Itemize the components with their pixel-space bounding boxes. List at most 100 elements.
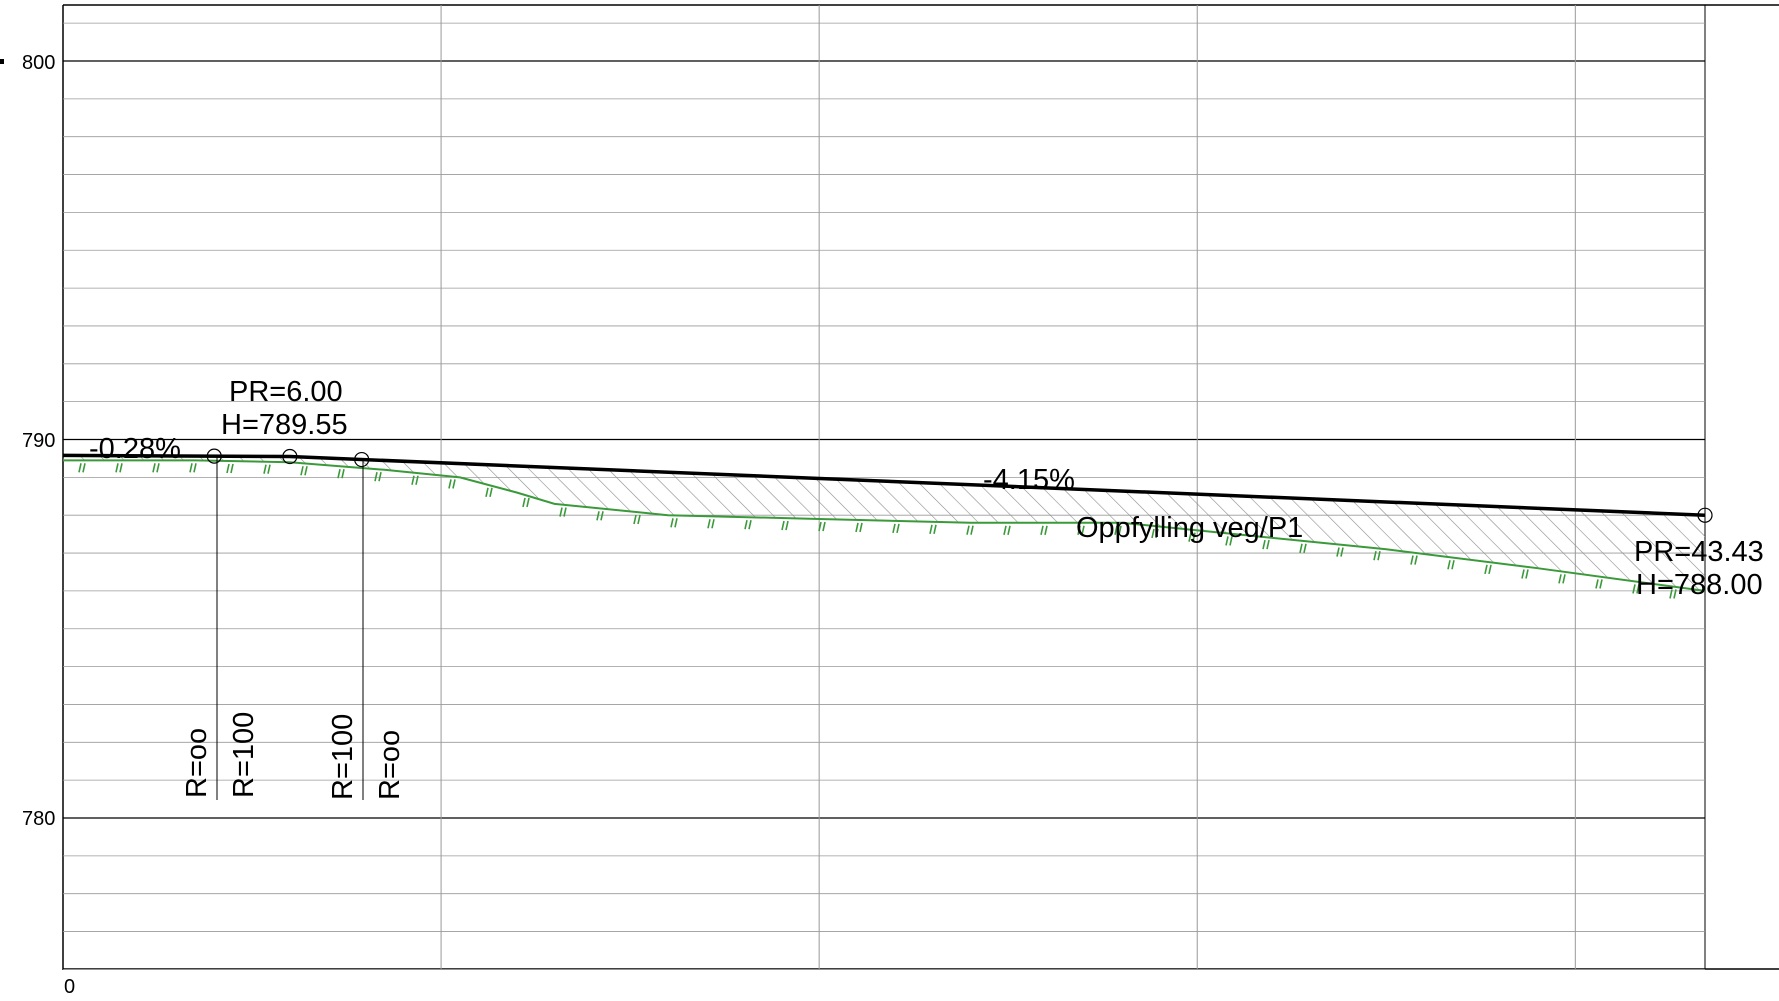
terrain-tick xyxy=(1336,547,1340,557)
terrain-tick xyxy=(1007,525,1011,535)
terrain-line xyxy=(63,459,1706,592)
terrain-tick xyxy=(1081,525,1085,535)
terrain-tick xyxy=(1599,579,1603,589)
terrain-tick xyxy=(1632,584,1636,594)
curve-radius-label: R=100 xyxy=(228,712,260,798)
terrain-tick xyxy=(1521,569,1525,579)
terrain-tick xyxy=(1299,543,1303,554)
terrain-tick xyxy=(374,472,378,482)
terrain-tick xyxy=(818,521,822,532)
terrain-tick xyxy=(596,511,600,521)
terrain-tick xyxy=(300,466,304,476)
terrain-tick xyxy=(1414,555,1418,565)
terrain-tick xyxy=(559,507,563,517)
terrain-tick xyxy=(485,487,489,498)
terrain-tick xyxy=(1595,579,1599,589)
terrain-tick xyxy=(1484,564,1488,575)
curve-radius-label: R=oo xyxy=(374,730,406,800)
end-elevation-label: H=788.00 xyxy=(1636,569,1763,601)
terrain-tick xyxy=(304,466,308,476)
vertex-marker xyxy=(206,448,222,464)
tick-mark xyxy=(0,59,4,64)
terrain-tick xyxy=(855,522,859,533)
terrain-tick xyxy=(711,519,715,529)
terrain-tick xyxy=(707,519,711,529)
vertex-marker xyxy=(1697,507,1713,523)
terrain-tick xyxy=(226,463,230,474)
terrain-tick xyxy=(1114,525,1118,535)
terrain-tick xyxy=(193,463,197,473)
vip-elevation-label: H=789.55 xyxy=(221,409,348,441)
end-station-label: PR=43.43 xyxy=(1634,536,1764,568)
terrain-tick xyxy=(1451,560,1455,570)
terrain-tick xyxy=(78,463,82,473)
terrain-tick xyxy=(267,464,271,474)
curve-radius-label: R=oo xyxy=(181,728,213,798)
terrain-tick xyxy=(896,523,900,534)
terrain-tick xyxy=(189,463,193,473)
terrain-tick xyxy=(1377,551,1381,561)
terrain-tick xyxy=(1266,539,1270,550)
terrain-tick xyxy=(966,525,970,535)
terrain-tick xyxy=(263,464,267,474)
terrain-tick xyxy=(748,520,752,530)
terrain-tick xyxy=(452,479,456,489)
terrain-tick xyxy=(1003,525,1007,535)
terrain-tick xyxy=(859,522,863,533)
terrain-tick xyxy=(1192,532,1196,542)
terrain-tick xyxy=(892,523,896,534)
terrain-tick xyxy=(1340,547,1344,557)
terrain-tick xyxy=(1669,589,1673,599)
terrain-tick xyxy=(1525,569,1529,579)
terrain-tick xyxy=(1262,539,1266,550)
vertex-marker xyxy=(282,448,298,465)
terrain-tick xyxy=(1155,528,1159,539)
terrain-hatch-ticks xyxy=(78,463,1677,599)
terrain-tick xyxy=(1188,532,1192,542)
x-origin-label: 0 xyxy=(64,976,75,998)
terrain-tick xyxy=(1229,536,1233,546)
road-grade-line xyxy=(62,453,1706,517)
terrain-tick xyxy=(1373,551,1377,561)
terrain-tick xyxy=(341,469,345,479)
terrain-tick xyxy=(785,520,789,531)
terrain-tick xyxy=(1303,543,1307,554)
terrain-tick xyxy=(448,479,452,489)
terrain-tick xyxy=(337,469,341,479)
terrain-tick xyxy=(633,514,637,525)
terrain-tick xyxy=(600,511,604,521)
terrain-tick xyxy=(674,518,678,528)
terrain-tick xyxy=(1636,584,1640,594)
terrain-tick xyxy=(781,520,785,531)
terrain-tick xyxy=(822,521,826,532)
fill-area-label: Oppfylling veg/P1 xyxy=(1076,512,1303,544)
terrain-tick xyxy=(670,518,674,528)
terrain-tick xyxy=(637,514,641,525)
grade-label: -4.15% xyxy=(983,464,1075,496)
terrain-tick xyxy=(563,507,567,517)
vip-station-label: PR=6.00 xyxy=(229,376,343,408)
terrain-tick xyxy=(1447,560,1451,570)
terrain-tick xyxy=(933,524,937,534)
terrain-tick xyxy=(411,475,415,485)
terrain-tick xyxy=(1410,555,1414,565)
terrain-tick xyxy=(1151,528,1155,539)
terrain-tick xyxy=(378,472,382,482)
terrain-tick xyxy=(489,487,493,498)
terrain-tick xyxy=(970,525,974,535)
terrain-tick xyxy=(1118,525,1122,535)
terrain-tick xyxy=(115,463,119,473)
terrain-tick xyxy=(1558,574,1562,584)
y-tick-label: 790 xyxy=(22,430,55,452)
vertex-marker xyxy=(354,451,370,468)
terrain-tick xyxy=(156,463,160,473)
grid-minor xyxy=(63,22,1705,970)
terrain-tick xyxy=(929,524,933,534)
terrain-tick xyxy=(1673,589,1677,599)
vertex-markers xyxy=(206,448,1713,523)
terrain-tick xyxy=(526,497,530,508)
terrain-tick xyxy=(1044,525,1048,535)
terrain-tick xyxy=(1488,564,1492,575)
fill-area-hatch xyxy=(63,455,1705,591)
